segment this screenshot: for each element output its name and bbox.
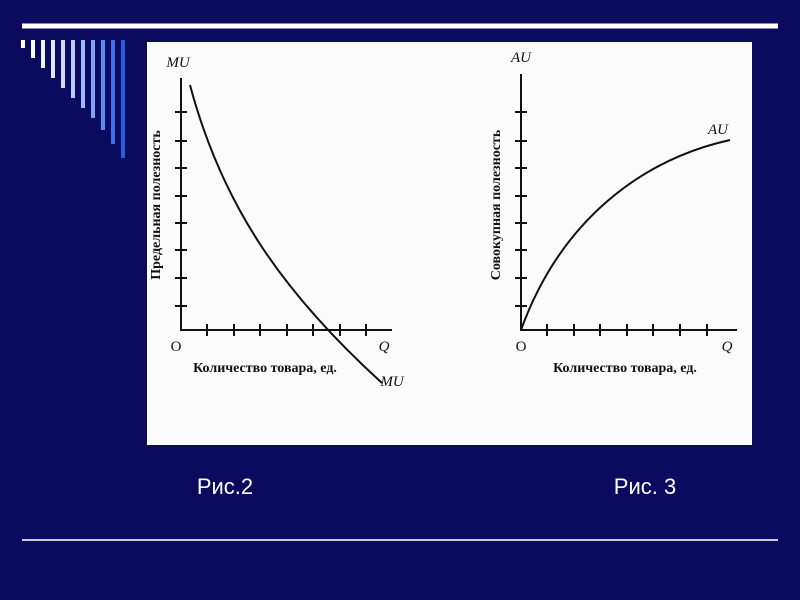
decor-bar: [91, 40, 95, 118]
origin-label: O: [516, 339, 527, 355]
x-axis-label: Q: [379, 339, 390, 355]
x-axis-title: Количество товара, ед.: [553, 361, 697, 376]
origin-label: O: [171, 339, 182, 355]
decor-bar: [31, 40, 35, 58]
decor-bar: [41, 40, 45, 68]
x-axis-title: Количество товара, ед.: [193, 361, 337, 376]
decor-bar: [81, 40, 85, 108]
caption: Рис.2: [197, 474, 253, 499]
y-axis-title: Совокупная полезность: [489, 129, 504, 280]
y-axis-title: Предельная полезность: [149, 130, 164, 280]
caption: Рис. 3: [614, 474, 676, 499]
y-axis-label: AU: [510, 50, 532, 66]
decor-bar: [111, 40, 115, 144]
x-axis-label: Q: [722, 339, 733, 355]
decor-bar: [61, 40, 65, 88]
decor-bar: [21, 40, 25, 48]
curve-label: AU: [707, 122, 729, 138]
curve-label: MU: [379, 374, 404, 390]
decor-bar: [71, 40, 75, 98]
ticks: [175, 111, 367, 336]
au-curve: [520, 139, 731, 331]
figure-left: MU Предельная полезность O Q Количество …: [149, 55, 405, 390]
y-axis-label: MU: [165, 55, 190, 71]
decor-bar: [51, 40, 55, 78]
decor-bar: [101, 40, 105, 130]
decor-bar: [121, 40, 125, 158]
ticks: [515, 111, 708, 336]
figure-panel: [147, 42, 752, 445]
mu-curve: [189, 84, 383, 384]
figure-right: AU Совокупная полезность O Q Количество …: [489, 50, 737, 376]
decor-bars: [21, 40, 125, 158]
